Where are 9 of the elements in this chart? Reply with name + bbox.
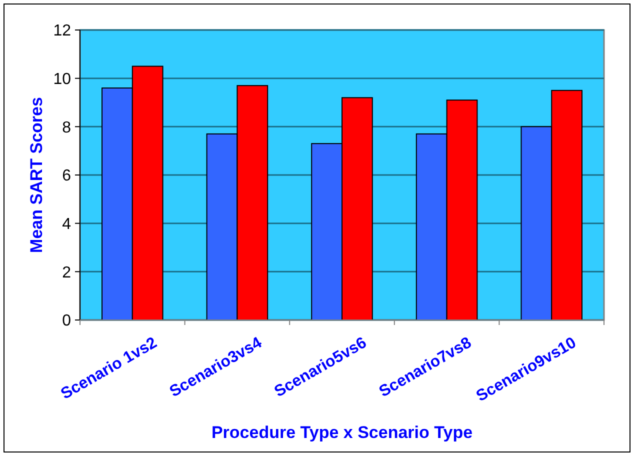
y-tick-label: 0 — [62, 312, 72, 330]
y-tick-label: 2 — [62, 264, 72, 282]
y-tick-label: 6 — [62, 168, 72, 185]
x-axis-title: Procedure Type x Scenario Type — [211, 423, 473, 442]
y-tick-label: 10 — [53, 70, 72, 88]
y-tick-label: 4 — [62, 216, 72, 233]
y-tick-label: 12 — [53, 22, 72, 40]
y-tick-label: 8 — [62, 119, 72, 136]
y-axis-title: Mean SART Scores — [27, 97, 46, 253]
